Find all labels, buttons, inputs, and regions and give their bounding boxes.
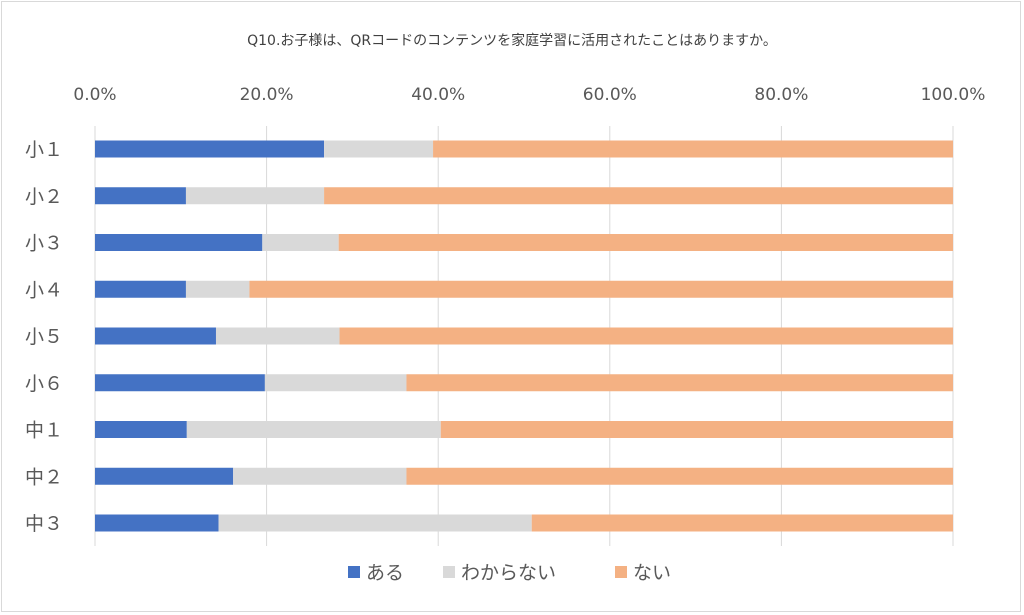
x-tick-label: 100.0% xyxy=(921,85,986,105)
bar-segment xyxy=(406,467,954,485)
bar-segment xyxy=(95,234,263,251)
category-label: 中１ xyxy=(25,420,63,442)
category-label: 小４ xyxy=(25,279,63,301)
category-label: 中２ xyxy=(25,466,63,488)
bar-segment xyxy=(339,327,953,345)
bar-segment xyxy=(433,140,953,158)
bar-segment xyxy=(95,421,187,438)
x-tick-label: 0.0% xyxy=(73,85,116,105)
category-label: 小６ xyxy=(25,373,63,395)
bar-segment xyxy=(95,140,325,158)
legend-label: ある xyxy=(366,562,404,584)
bar-segment xyxy=(440,421,953,438)
legend-label: わからない xyxy=(461,562,556,584)
x-tick-label: 60.0% xyxy=(583,85,637,105)
bar-segment xyxy=(186,421,441,438)
category-label: 小３ xyxy=(25,233,63,255)
bar-segment xyxy=(249,280,953,298)
bar-segment xyxy=(262,234,339,251)
bar-segment xyxy=(95,327,216,345)
bar-segment xyxy=(324,187,953,205)
bar-segment xyxy=(531,514,953,532)
chart-title: Q10.お子様は、QRコードのコンテンツを家庭学習に活用されたことはありますか。 xyxy=(247,33,777,49)
bar-segment xyxy=(406,374,954,392)
x-tick-label: 20.0% xyxy=(240,85,294,105)
x-tick-label: 80.0% xyxy=(754,85,808,105)
legend-swatch xyxy=(348,566,360,578)
bar-segment xyxy=(185,187,325,205)
x-tick-label: 40.0% xyxy=(411,85,465,105)
category-label: 中３ xyxy=(25,513,63,535)
category-label: 小１ xyxy=(25,139,63,161)
category-label: 小２ xyxy=(25,186,63,208)
legend-swatch xyxy=(615,566,627,578)
bar-segment xyxy=(95,514,219,532)
bar-segment xyxy=(95,374,265,392)
category-label: 小５ xyxy=(25,326,63,348)
bar-segment xyxy=(95,280,186,298)
bar-segment xyxy=(264,374,407,392)
bar-segment xyxy=(185,280,250,298)
legend-label: ない xyxy=(633,562,671,584)
bar-segment xyxy=(215,327,340,345)
bar-segment xyxy=(95,187,186,205)
bar-segment xyxy=(218,514,532,532)
legend-swatch xyxy=(443,566,455,578)
bar-segment xyxy=(324,140,434,158)
bar-segment xyxy=(338,234,953,251)
bar-segment xyxy=(95,467,234,485)
bar-segment xyxy=(233,467,407,485)
